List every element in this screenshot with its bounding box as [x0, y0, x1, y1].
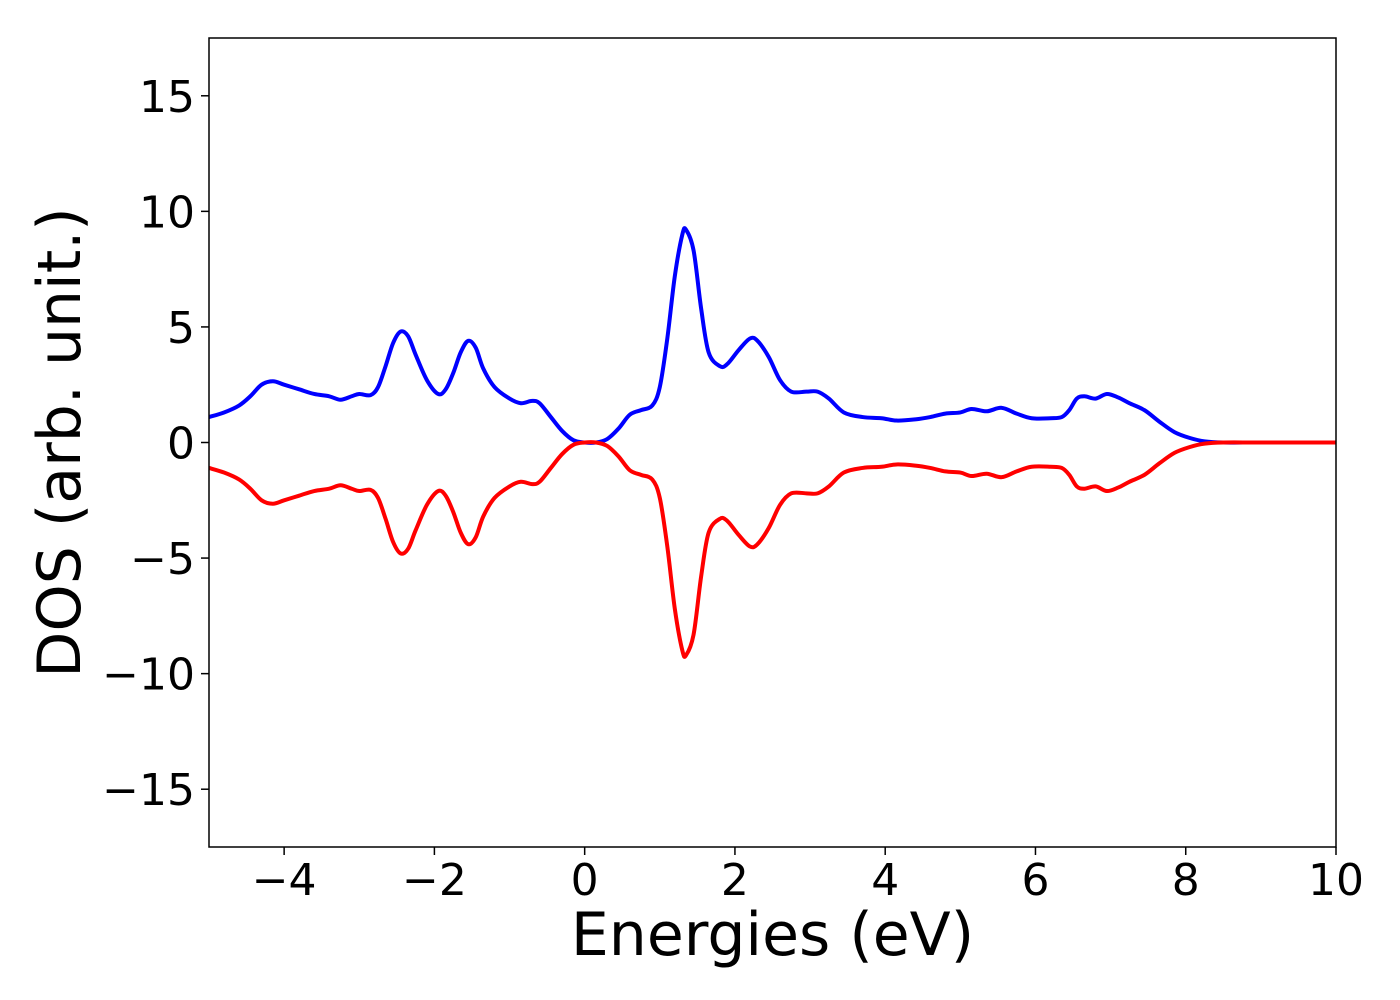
y-tick-label: 0: [167, 419, 195, 470]
y-tick-label: −5: [130, 534, 195, 585]
x-axis-title: Energies (eV): [571, 900, 974, 970]
y-tick-label: 5: [167, 303, 195, 354]
x-tick-label: −2: [402, 855, 467, 906]
x-tick-label: −4: [252, 855, 317, 906]
series-line-spin-down: [209, 440, 1336, 659]
x-tick-label: 10: [1308, 855, 1364, 906]
y-tick-label: −10: [102, 650, 195, 701]
x-tick-label: 4: [871, 855, 899, 906]
x-tick-label: 8: [1172, 855, 1200, 906]
y-axis-title: DOS (arb. unit.): [25, 207, 95, 677]
series-line-spin-up: [209, 226, 1336, 445]
x-tick-label: 6: [1021, 855, 1049, 906]
y-tick-label: 15: [139, 72, 195, 123]
y-tick-label: −15: [102, 765, 195, 816]
plot-frame: [208, 37, 1337, 848]
x-tick-label: 0: [571, 855, 599, 906]
y-tick-label: 10: [139, 187, 195, 238]
x-tick-label: 2: [721, 855, 749, 906]
x-axis: −4 −2 0 2 4 6 8 10: [252, 847, 1364, 906]
series-layer: [209, 226, 1336, 659]
y-axis: −15 −10 −5 0 5 10 15: [102, 72, 209, 816]
